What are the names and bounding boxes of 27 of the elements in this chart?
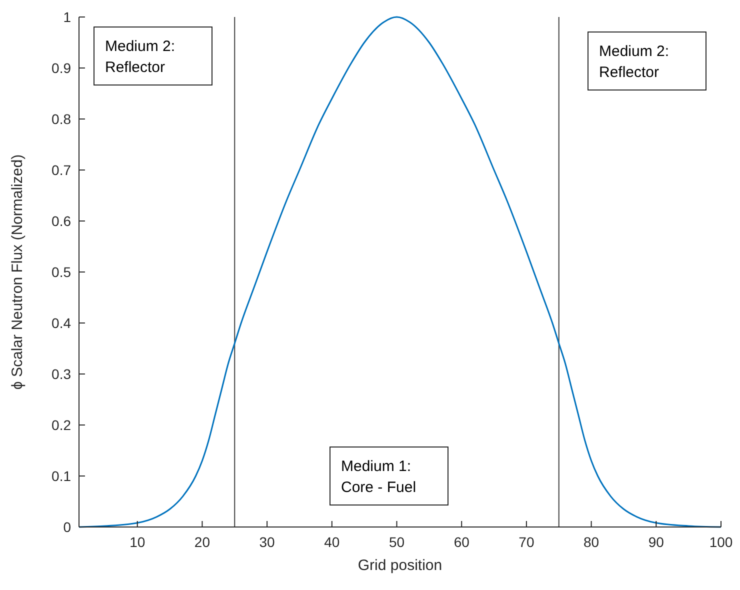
x-tick-label: 50 — [388, 534, 405, 550]
x-tick-label: 60 — [454, 534, 470, 550]
x-tick-label: 80 — [584, 534, 600, 550]
y-tick-label: 1 — [63, 9, 72, 25]
y-tick-label: 0.5 — [52, 264, 72, 280]
y-tick-label: 0.8 — [52, 111, 72, 127]
y-tick-label: 0.2 — [52, 417, 72, 433]
x-tick-label: 20 — [194, 534, 210, 550]
x-tick-label: 40 — [324, 534, 340, 550]
x-tick-label: 70 — [518, 534, 534, 550]
x-axis-title: Grid position — [358, 557, 442, 574]
line-series — [78, 16, 722, 528]
x-tick-label: 100 — [709, 534, 733, 550]
annotation: Medium 2: Reflector — [105, 38, 176, 76]
y-tick-label: 0.7 — [52, 162, 72, 178]
y-tick-label: 0.6 — [52, 213, 72, 229]
x-tick-label: 10 — [130, 534, 146, 550]
y-tick-label: 0.9 — [52, 60, 72, 76]
y-axis-title: ϕ Scalar Neutron Flux (Normalized) — [9, 154, 26, 390]
y-tick-label: 0.1 — [52, 468, 72, 484]
y-tick-label: 0 — [63, 519, 72, 535]
annotation: Medium 1: Core - Fuel — [341, 458, 416, 496]
x-tick-label: 90 — [648, 534, 664, 550]
y-tick-label: 0.4 — [52, 315, 72, 331]
x-tick-label: 30 — [259, 534, 276, 550]
annotation: Medium 2: Reflector — [599, 43, 670, 81]
y-tick-label: 0.3 — [52, 366, 72, 382]
